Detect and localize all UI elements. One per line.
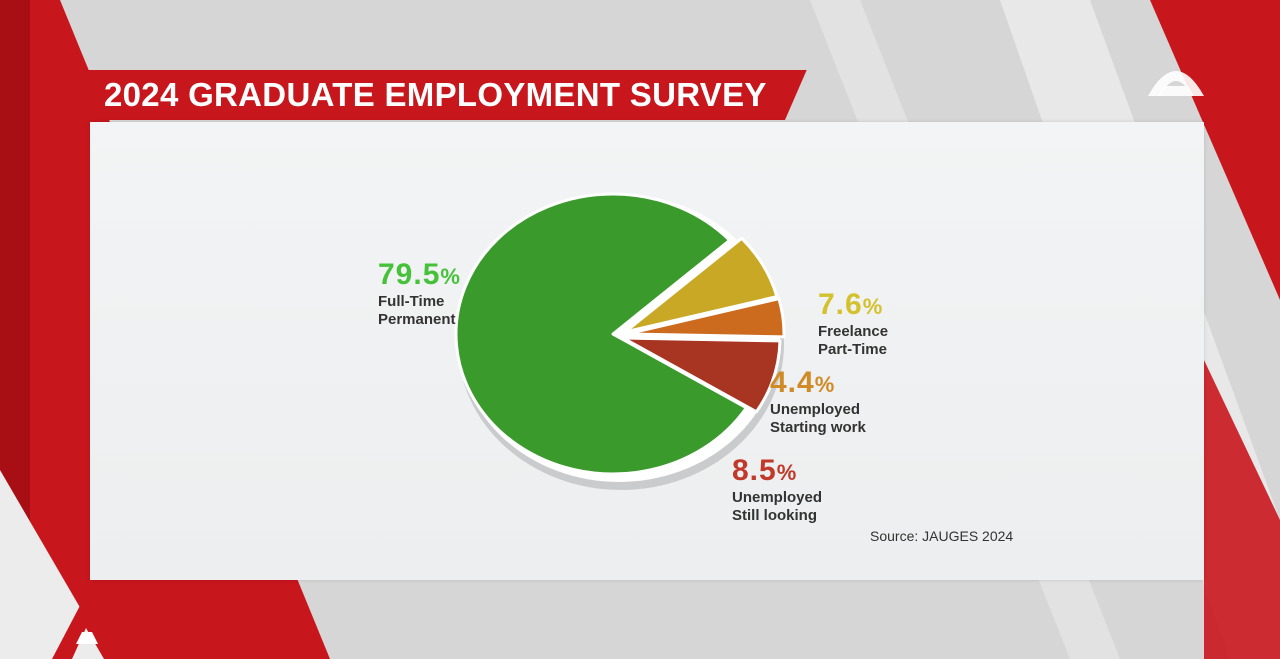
slice-value-number: 4.4 — [770, 366, 815, 399]
source-note: Source: JAUGES 2024 — [870, 528, 1014, 544]
pie-slice-unemployed-still-looking — [621, 336, 782, 414]
slice-label: 7.6% Freelance Part-Time — [818, 290, 888, 359]
slice-value-number: 8.5 — [732, 454, 777, 487]
slice-value-percent-sign: % — [776, 460, 798, 485]
slice-label: 79.5% Full-Time Permanent — [378, 260, 461, 329]
slice-value-percent-sign: % — [862, 294, 884, 319]
slice-value: 79.5% — [378, 260, 461, 290]
slice-category-line: Full-Time — [378, 293, 445, 310]
slice-category-line: Permanent — [378, 311, 456, 328]
pie-chart — [454, 192, 786, 490]
pie-slice-freelance-part-time — [623, 236, 779, 334]
slice-category: Full-Time Permanent — [378, 293, 461, 329]
slice-label: 8.5% Unemployed Still looking — [732, 456, 822, 525]
slice-value-percent-sign: % — [440, 264, 461, 289]
slice-value: 7.6% — [818, 290, 888, 320]
broadcaster-logo-icon — [52, 598, 122, 659]
slice-label: 4.4% Unemployed Starting work — [770, 368, 866, 437]
chart-panel: 79.5% Full-Time Permanent 7.6% Freelance Part… — [90, 122, 1204, 580]
slice-category-line: Unemployed — [732, 489, 823, 506]
slice-value: 8.5% — [732, 456, 822, 486]
broadcaster-logo-icon — [1148, 71, 1204, 96]
slice-value: 4.4% — [770, 368, 866, 398]
slice-category-line: Starting work — [770, 419, 866, 436]
slice-category-line: Part-Time — [818, 341, 887, 358]
slice-category: Freelance Part-Time — [818, 323, 888, 359]
slice-category-line: Freelance — [818, 323, 889, 340]
slice-category-line: Still looking — [732, 507, 817, 524]
slice-value-number: 79.5 — [378, 258, 441, 291]
slice-category-line: Unemployed — [770, 401, 861, 418]
slice-value-percent-sign: % — [814, 372, 836, 397]
pie-slice-full-time-permanent — [454, 192, 748, 476]
title-banner: 2024 GRADUATE EMPLOYMENT SURVEY — [82, 70, 807, 120]
slice-category: Unemployed Starting work — [770, 401, 866, 437]
pie-slice-unemployed-starting-work — [625, 297, 786, 339]
slice-category: Unemployed Still looking — [732, 489, 822, 525]
page-title: 2024 GRADUATE EMPLOYMENT SURVEY — [104, 76, 767, 113]
slice-value-number: 7.6 — [818, 288, 863, 321]
